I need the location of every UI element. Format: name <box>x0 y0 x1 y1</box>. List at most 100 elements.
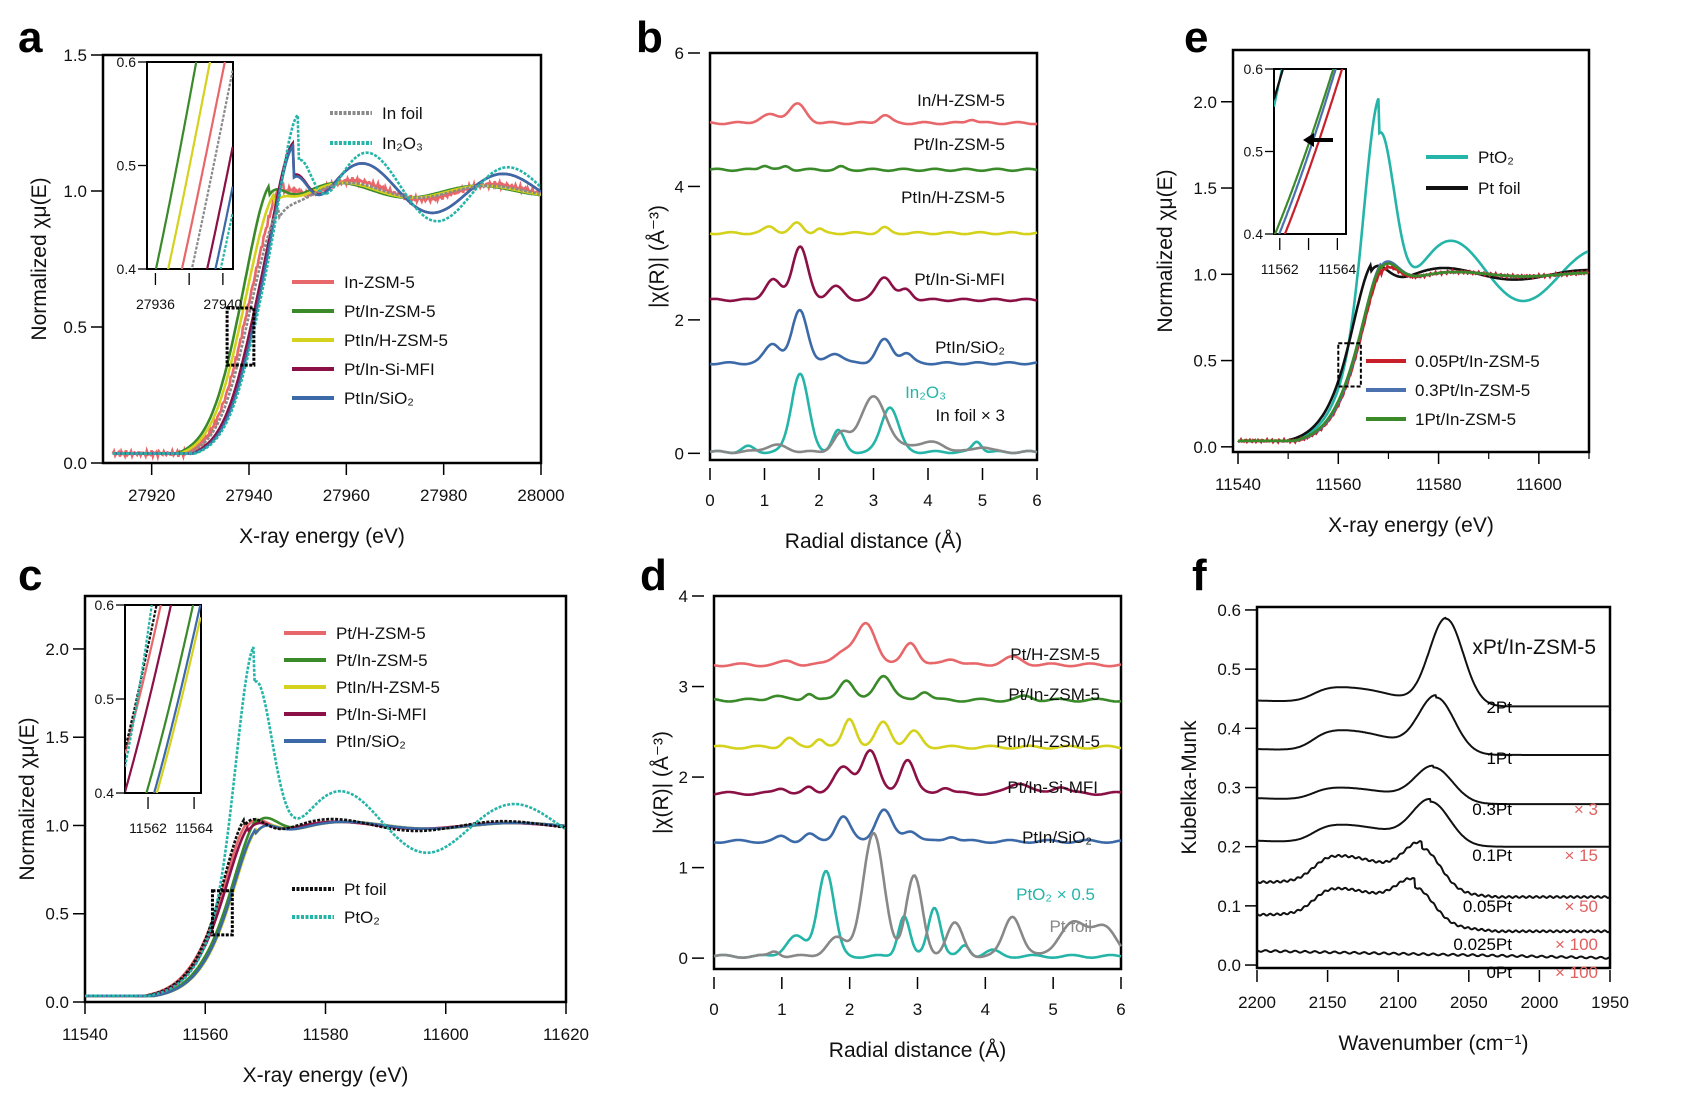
scale-factor-label: × 15 <box>1564 846 1598 865</box>
x-tick-label: 2 <box>814 491 823 510</box>
series-label: PtIn/H-ZSM-5 <box>996 732 1100 751</box>
scale-factor-label: × 3 <box>1574 800 1598 819</box>
series-line-pt-h-zsm-5 <box>85 818 565 998</box>
y-tick-label: 0 <box>679 949 688 968</box>
inset-series-line-pt-in-zsm-5 <box>145 605 195 793</box>
series-line-ptin-h-zsm-5 <box>713 717 1122 750</box>
y-tick-label: 2.0 <box>1193 93 1217 112</box>
x-axis-label: X-ray energy (eV) <box>1328 514 1494 537</box>
series-label: Pt/In-ZSM-5 <box>1008 685 1100 704</box>
series-line-0-025pt <box>1256 876 1611 934</box>
panel-d-marks: 0 1 2 3 4 0 1 2 3 4 5 6 Radial distance (Å) |χ(R)| (Å… <box>650 587 1126 1062</box>
series-line-ptin-sio2 <box>713 808 1122 844</box>
inset-x-tick-label: 11564 <box>1318 261 1356 277</box>
series-line-ptin-h-zsm-5 <box>709 221 1038 236</box>
panel-b: b 0 2 4 6 0 1 2 3 4 5 6 Radial distance (Å) |χ(R)| (… <box>636 13 1042 553</box>
series-label: 0.1Pt <box>1472 846 1512 865</box>
series-line-ptin-h-zsm-5 <box>112 181 541 455</box>
plot-frame <box>708 51 1039 462</box>
series-line-0-05pt <box>1256 840 1611 899</box>
panel-f-marks: 0.0 0.1 0.2 0.3 0.4 0.5 0.6 2200 2150 2100 2050 200… <box>1178 601 1629 1055</box>
inset-series-line-pt-in-si-mfi <box>206 146 233 269</box>
inset-series-line-ptin-h-zsm-5 <box>155 617 201 793</box>
y-axis-label: |χ(R)| (Å⁻³) <box>646 205 669 308</box>
series-line-ptin-h-zsm-5 <box>85 820 565 998</box>
x-tick-label: 11580 <box>1416 475 1462 494</box>
legend-ptin-h-zsm-5-label: PtIn/H-ZSM-5 <box>344 331 448 350</box>
series-label: In foil × 3 <box>936 406 1005 425</box>
x-tick-label: 6 <box>1116 1000 1125 1019</box>
series-label: PtIn/H-ZSM-5 <box>901 188 1005 207</box>
series-label: In₂O₃ <box>905 383 946 402</box>
panel-c-marks: 0.0 0.5 1.0 1.5 2.0 11540 11560 11580 11600 11620… <box>16 594 589 1087</box>
x-tick-label: 1 <box>760 491 769 510</box>
zoom-region-box <box>210 889 234 937</box>
x-tick-label: 6 <box>1032 491 1041 510</box>
series-label: Pt/In-Si-MFI <box>1007 778 1098 797</box>
y-tick-label: 0.0 <box>45 993 69 1012</box>
y-tick-label: 1.0 <box>63 182 87 201</box>
y-tick-label: 0.2 <box>1217 838 1241 857</box>
x-tick-label: 11600 <box>1516 475 1562 494</box>
y-tick-label: 0.0 <box>1193 438 1217 457</box>
inset-series-line-in-foil <box>190 70 233 269</box>
series-label: Pt foil <box>1049 917 1092 936</box>
y-axis-label: Normalized χμ(E) <box>28 177 51 340</box>
series-label: 0Pt <box>1486 963 1512 982</box>
x-tick-label: 11600 <box>423 1025 469 1044</box>
inset-x-tick-label: 27940 <box>203 296 242 312</box>
scale-factor-label: × 100 <box>1555 963 1598 982</box>
series-line-1pt-in-zsm-5 <box>1238 262 1588 443</box>
y-tick-label: 0.0 <box>63 454 87 473</box>
panel-e: e 0.0 0.5 1.0 1.5 2.0 11540 11560 11580 11600 X-r… <box>1154 13 1591 537</box>
series-line-pt-in-si-mfi <box>713 748 1122 796</box>
y-axis-label: Kubelka-Munk <box>1178 720 1201 855</box>
panel-c: c 0.0 0.5 1.0 1.5 2.0 11540 11560 11580 11600 116… <box>16 551 589 1087</box>
panel-f: f 0.0 0.1 0.2 0.3 0.4 0.5 0.6 2200 2150 2100 2050 2… <box>1178 551 1629 1055</box>
series-line-0pt <box>1256 949 1611 960</box>
legend-pto2-label: PtO₂ <box>1478 148 1514 167</box>
series-line-in-foil <box>112 181 541 455</box>
series-group <box>85 646 566 998</box>
inset-y-tick-label: 0.6 <box>117 54 137 70</box>
series-line-2pt <box>1257 616 1610 708</box>
series-label: In/H-ZSM-5 <box>917 91 1005 110</box>
y-tick-label: 4 <box>675 177 684 196</box>
x-tick-label: 27940 <box>225 486 272 505</box>
series-group <box>1237 97 1589 445</box>
legend-in-foil-label: In foil <box>382 104 423 123</box>
x-tick-label: 2200 <box>1238 993 1276 1012</box>
inset-y-tick-label: 0.4 <box>95 785 115 801</box>
panel-label-d: d <box>640 551 667 600</box>
x-axis-label: X-ray energy (eV) <box>239 525 405 548</box>
x-tick-label: 5 <box>978 491 987 510</box>
series-label: PtIn/SiO₂ <box>935 338 1005 357</box>
legend-ptin-sio2-label: PtIn/SiO₂ <box>336 732 406 751</box>
x-tick-label: 11540 <box>62 1025 108 1044</box>
plot-frame <box>101 53 543 465</box>
inset-y-tick-label: 0.5 <box>117 158 137 174</box>
inset-y-tick-label: 0.6 <box>95 597 115 613</box>
panel-label-e: e <box>1184 13 1208 62</box>
series-line-in2o3 <box>112 111 541 455</box>
y-axis-label: Normalized χμ(E) <box>16 717 39 880</box>
panel-b-marks: 0 2 4 6 0 1 2 3 4 5 6 Radial distance (Å) |χ(R)| (Å⁻… <box>646 44 1042 553</box>
x-tick-label: 2150 <box>1309 993 1347 1012</box>
legend-pto2-label: PtO₂ <box>344 908 380 927</box>
legend-pt-in-si-mfi-label: Pt/In-Si-MFI <box>344 360 435 379</box>
plot-frame <box>1255 605 1612 970</box>
inset-y-tick-label: 0.5 <box>95 691 115 707</box>
series-line-in-foil-3 <box>709 394 1038 455</box>
series-line-pt-foil <box>713 831 1123 959</box>
legend-pt-in-si-mfi-label: Pt/In-Si-MFI <box>336 705 427 724</box>
y-tick-label: 4 <box>679 587 688 606</box>
y-tick-label: 6 <box>675 44 684 63</box>
panel-label-a: a <box>18 13 43 62</box>
legend-pt-in-zsm-5-label: Pt/In-ZSM-5 <box>344 302 436 321</box>
inset-series-line-in-zsm-5 <box>180 62 226 269</box>
y-tick-label: 2 <box>675 311 684 330</box>
x-tick-label: 11560 <box>182 1025 228 1044</box>
inset-series <box>125 605 201 793</box>
series-line-0-3pt <box>1256 764 1610 806</box>
